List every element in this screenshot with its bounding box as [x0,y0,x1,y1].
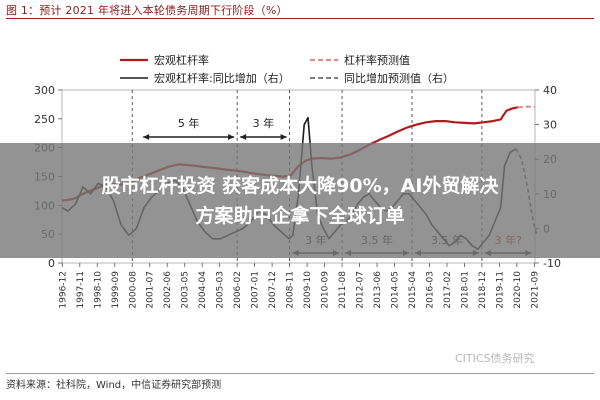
x-tick-label: 1998-10 [93,271,103,309]
x-tick-label: 2013-06 [373,271,383,309]
x-tick-label: 2004-04 [198,271,208,309]
right-y-tick-label: 30 [543,119,557,132]
x-tick-label: 2017-02 [443,271,453,309]
title-divider [6,18,594,19]
legend-yoy-change-label: 宏观杠杆率:同比增加（右） [154,71,290,85]
x-tick-label: 2008-11 [286,271,296,309]
x-tick-label: 2001-07 [146,271,156,309]
banner-headline-line1: 股市杠杆投资 获客成本大降90%，AI外贸解决 [101,174,499,197]
data-source-note: 资料来源：社科院，Wind，中信证券研究部预测 [6,380,222,391]
source-divider [6,373,594,374]
legend-leverage-ratio-label: 宏观杠杆率 [154,53,209,67]
x-tick-label: 2018-12 [478,271,488,309]
x-tick-label: 2014-05 [390,271,400,309]
cycle-arrow-head-right [280,134,287,140]
banner-headline-line2: 方案助中企拿下全球订单 [195,204,405,227]
x-tick-label: 2003-05 [181,271,191,309]
x-tick-label: 2010-09 [321,271,331,309]
x-tick-label: 2007-12 [268,271,278,309]
x-tick-label: 1997-11 [76,271,86,309]
x-tick-label: 2018-01 [460,271,470,309]
x-tick-label: 2021-09 [530,271,540,309]
cycle-span-label: 3 年 [253,116,275,130]
watermark-logo: CITICS债务研究 [455,352,535,365]
chart-title: 图 1：预计 2021 年将进入本轮债务周期下行阶段（%） [6,4,288,17]
x-tick-label: 2000-08 [128,271,138,309]
legend-yoy-forecast-label: 同比增加预测值（右） [344,71,454,85]
legend-leverage-forecast-label: 杠杆率预测值 [344,53,410,67]
left-y-tick-label: 0 [48,257,55,270]
x-tick-label: 2012-07 [356,271,366,309]
cycle-arrow-head-right [228,134,235,140]
right-y-tick-label: -10 [543,257,561,270]
x-tick-label: 2009-10 [303,271,313,309]
ad-banner-overlay[interactable]: 股市杠杆投资 获客成本大降90%，AI外贸解决 方案助中企拿下全球订单 [0,143,600,258]
x-tick-label: 2011-08 [338,271,348,309]
x-tick-label: 2006-02 [233,271,243,309]
cycle-span-label: 5 年 [178,116,200,130]
x-tick-label: 2016-03 [425,271,435,309]
left-y-tick-label: 250 [34,113,55,126]
x-tick-label: 2007-01 [251,271,261,309]
x-tick-label: 1996-12 [58,271,68,309]
x-tick-label: 2015-04 [408,271,418,309]
left-y-tick-label: 300 [34,84,55,97]
leverage-forecast-line [517,105,535,109]
x-tick-label: 2020-10 [513,271,523,309]
x-tick-label: 1999-09 [111,271,121,309]
cycle-arrow-head-left [143,134,150,140]
x-tick-label: 2019-11 [495,271,505,309]
cycle-arrow-head-left [240,134,247,140]
x-tick-label: 2002-06 [163,271,173,309]
right-y-tick-label: 40 [543,84,557,97]
x-tick-label: 2005-03 [216,271,226,309]
